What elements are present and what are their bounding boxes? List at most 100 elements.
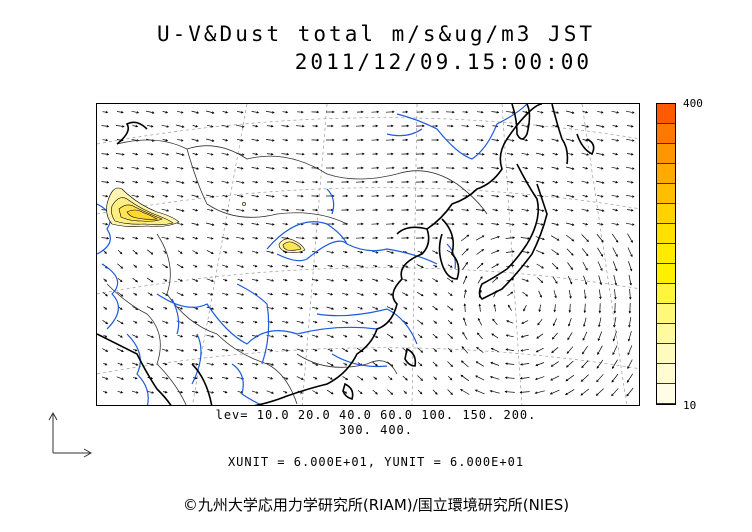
wind-vector	[132, 390, 138, 394]
wind-vector	[612, 359, 618, 369]
wind-vector-head	[375, 236, 379, 240]
wind-vector	[115, 237, 125, 239]
wind-vector	[626, 166, 634, 170]
wind-vector	[147, 237, 153, 239]
wind-vector-head	[255, 363, 259, 366]
wind-vector-head	[375, 363, 378, 367]
wind-vector-head	[255, 307, 259, 310]
wind-vector-head	[375, 124, 379, 128]
wind-vector	[476, 249, 484, 255]
wind-vector	[162, 292, 168, 296]
wind-vector	[372, 306, 378, 310]
wind-vector-head	[571, 195, 575, 198]
wind-vector	[161, 208, 169, 212]
wind-vector	[611, 194, 619, 198]
wind-vector-head	[315, 335, 319, 338]
wind-vector	[207, 152, 213, 156]
wind-vector	[461, 346, 469, 354]
wind-vector-head	[554, 295, 557, 299]
wind-vector	[494, 304, 496, 312]
wind-vector-head	[121, 125, 125, 128]
wind-vector	[536, 180, 544, 184]
wind-vector-head	[391, 236, 394, 240]
wind-vector-head	[585, 222, 589, 226]
wind-vector-head	[585, 138, 589, 142]
wind-vector	[222, 377, 228, 379]
wind-vector	[551, 138, 559, 142]
wind-vector	[520, 391, 530, 393]
wind-vector	[266, 390, 274, 394]
wind-vector	[372, 278, 378, 282]
wind-vector-head	[449, 349, 453, 353]
wind-vector-head	[211, 139, 215, 142]
wind-vector-head	[466, 124, 470, 128]
wind-vector-head	[391, 279, 395, 282]
wind-vector-head	[452, 222, 455, 226]
wind-vector-head	[286, 124, 290, 128]
wind-vector	[626, 209, 634, 211]
wind-vector	[117, 334, 123, 338]
wind-vector-head	[194, 348, 198, 352]
wind-vector-head	[301, 110, 304, 114]
colorbar-segment	[657, 344, 675, 364]
wind-vector	[522, 139, 528, 141]
wind-vector	[296, 292, 304, 296]
wind-vector-head	[316, 110, 320, 114]
wind-vector-head	[360, 378, 364, 381]
wind-vector-head	[104, 307, 108, 310]
wind-vector	[147, 153, 153, 155]
wind-vector-head	[255, 124, 259, 128]
wind-vector	[612, 261, 618, 271]
wind-vector	[102, 291, 108, 297]
wind-vector-head	[241, 349, 245, 352]
wind-vector-head	[600, 254, 603, 257]
wind-vector	[402, 264, 408, 268]
wind-vector	[447, 347, 453, 353]
wind-vector	[432, 305, 438, 311]
wind-vector-head	[256, 139, 260, 142]
wind-vector	[372, 250, 378, 254]
wind-vector	[581, 234, 589, 242]
wind-vector-head	[150, 349, 154, 352]
wind-vector-head	[254, 264, 258, 268]
wind-vector-head	[224, 250, 228, 254]
wind-vector-head	[434, 293, 438, 296]
wind-vector-head	[255, 152, 259, 156]
map-canvas	[97, 104, 639, 405]
wind-vector-head	[254, 348, 258, 352]
wind-vector	[207, 321, 213, 323]
wind-vector	[536, 249, 544, 255]
wind-vector	[132, 334, 138, 338]
wind-vector-head	[595, 393, 599, 396]
wind-vector-head	[511, 223, 515, 226]
wind-vector	[447, 292, 453, 296]
wind-vector-head	[542, 237, 545, 241]
wind-vector	[116, 111, 124, 113]
wind-vector	[206, 166, 214, 170]
wind-vector-head	[404, 391, 407, 394]
wind-vector	[521, 320, 529, 324]
wind-vector-head	[464, 289, 467, 293]
wind-vector	[552, 181, 558, 183]
wind-vector	[507, 125, 513, 127]
wind-vector	[192, 237, 198, 239]
wind-vector-head	[567, 337, 570, 341]
wind-vector-head	[180, 362, 184, 366]
wind-vector	[342, 320, 348, 324]
wind-vector-head	[345, 293, 349, 296]
wind-vector-head	[465, 110, 469, 114]
wind-vector-head	[582, 338, 585, 341]
wind-vector-head	[435, 236, 439, 240]
wind-vector-head	[195, 391, 199, 394]
wind-vector	[627, 359, 633, 369]
wind-vector	[581, 180, 589, 184]
wind-vector	[461, 360, 469, 368]
wind-vector-head	[181, 237, 185, 240]
wind-vector	[507, 181, 513, 183]
wind-vector-head	[165, 138, 169, 142]
wind-vector-head	[301, 349, 304, 352]
wind-vector-head	[151, 363, 155, 366]
wind-vector-head	[596, 379, 599, 383]
wind-vector	[102, 320, 108, 324]
wind-vector-head	[461, 346, 465, 349]
